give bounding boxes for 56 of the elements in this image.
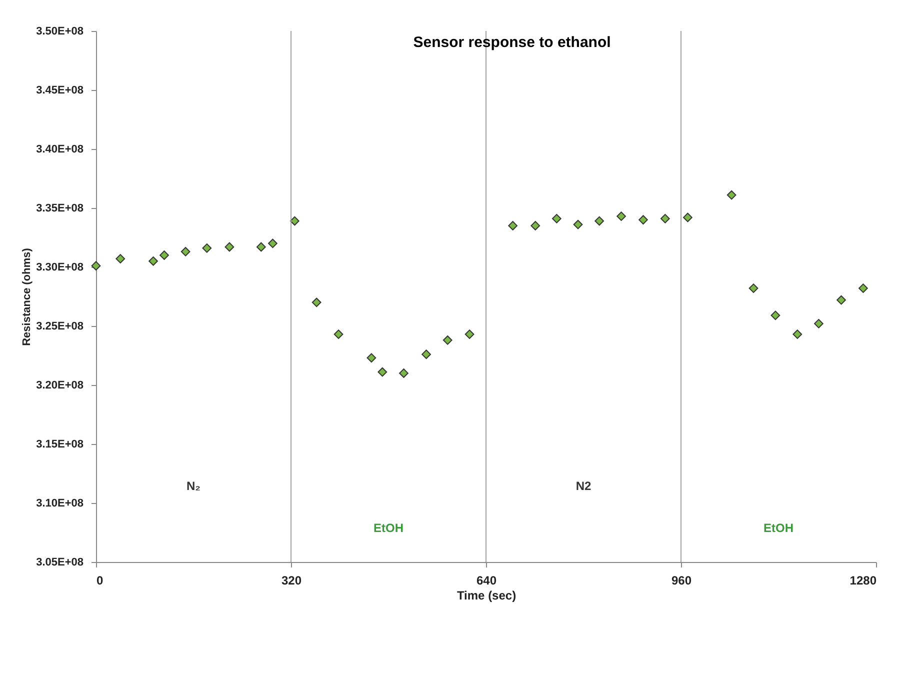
y-tick-label: 3.40E+08 bbox=[36, 144, 84, 156]
point bbox=[290, 216, 300, 226]
point bbox=[422, 350, 431, 360]
point bbox=[814, 318, 824, 328]
point bbox=[748, 284, 758, 293]
y-axis-title: Resistance (ohms) bbox=[21, 248, 34, 346]
point bbox=[91, 261, 101, 271]
annotation: EtOH bbox=[764, 521, 794, 535]
annotation: EtOH bbox=[374, 521, 404, 535]
x-tick-label: 320 bbox=[281, 574, 302, 588]
point bbox=[312, 298, 322, 308]
y-tick-label: 3.45E+08 bbox=[36, 84, 84, 96]
y-tick-label: 3.50E+08 bbox=[36, 26, 84, 38]
x-axis-title: Time (sec) bbox=[456, 588, 516, 602]
y-tick-label: 3.10E+08 bbox=[36, 498, 84, 510]
point bbox=[594, 216, 604, 226]
x-tick-label: 1280 bbox=[850, 574, 877, 588]
annotation: N₂ bbox=[186, 479, 200, 493]
y-tick-label: 3.05E+08 bbox=[36, 556, 84, 568]
chart-title: Sensor response to ethanol bbox=[413, 34, 611, 51]
point bbox=[366, 353, 376, 363]
point bbox=[116, 254, 126, 264]
point bbox=[268, 238, 278, 248]
y-tick-label: 3.30E+08 bbox=[36, 262, 84, 274]
point bbox=[202, 243, 212, 253]
point bbox=[442, 335, 452, 345]
y-tick-label: 3.20E+08 bbox=[36, 380, 84, 392]
annotation: N2 bbox=[576, 479, 592, 493]
x-tick-label: 960 bbox=[671, 574, 692, 588]
point bbox=[399, 368, 408, 378]
y-tick-label: 3.35E+08 bbox=[36, 202, 84, 214]
point bbox=[224, 242, 234, 252]
point bbox=[160, 250, 169, 260]
point bbox=[836, 295, 846, 305]
point bbox=[770, 310, 780, 320]
point bbox=[573, 220, 583, 230]
point bbox=[180, 246, 190, 256]
y-tick-label: 3.25E+08 bbox=[36, 320, 84, 332]
point bbox=[726, 190, 736, 200]
point bbox=[683, 212, 692, 222]
point bbox=[334, 330, 344, 339]
y-tick-label: 3.15E+08 bbox=[36, 438, 84, 450]
point bbox=[858, 284, 868, 293]
point bbox=[148, 256, 158, 266]
point bbox=[530, 221, 540, 230]
point bbox=[660, 214, 670, 224]
point bbox=[508, 221, 518, 230]
point bbox=[792, 330, 802, 339]
x-tick-label: 0 bbox=[96, 574, 104, 588]
point bbox=[552, 214, 562, 224]
point bbox=[638, 215, 648, 224]
point bbox=[616, 212, 626, 221]
point bbox=[256, 242, 266, 252]
point bbox=[378, 367, 388, 377]
x-tick-label: 640 bbox=[476, 574, 497, 588]
point bbox=[464, 330, 474, 339]
